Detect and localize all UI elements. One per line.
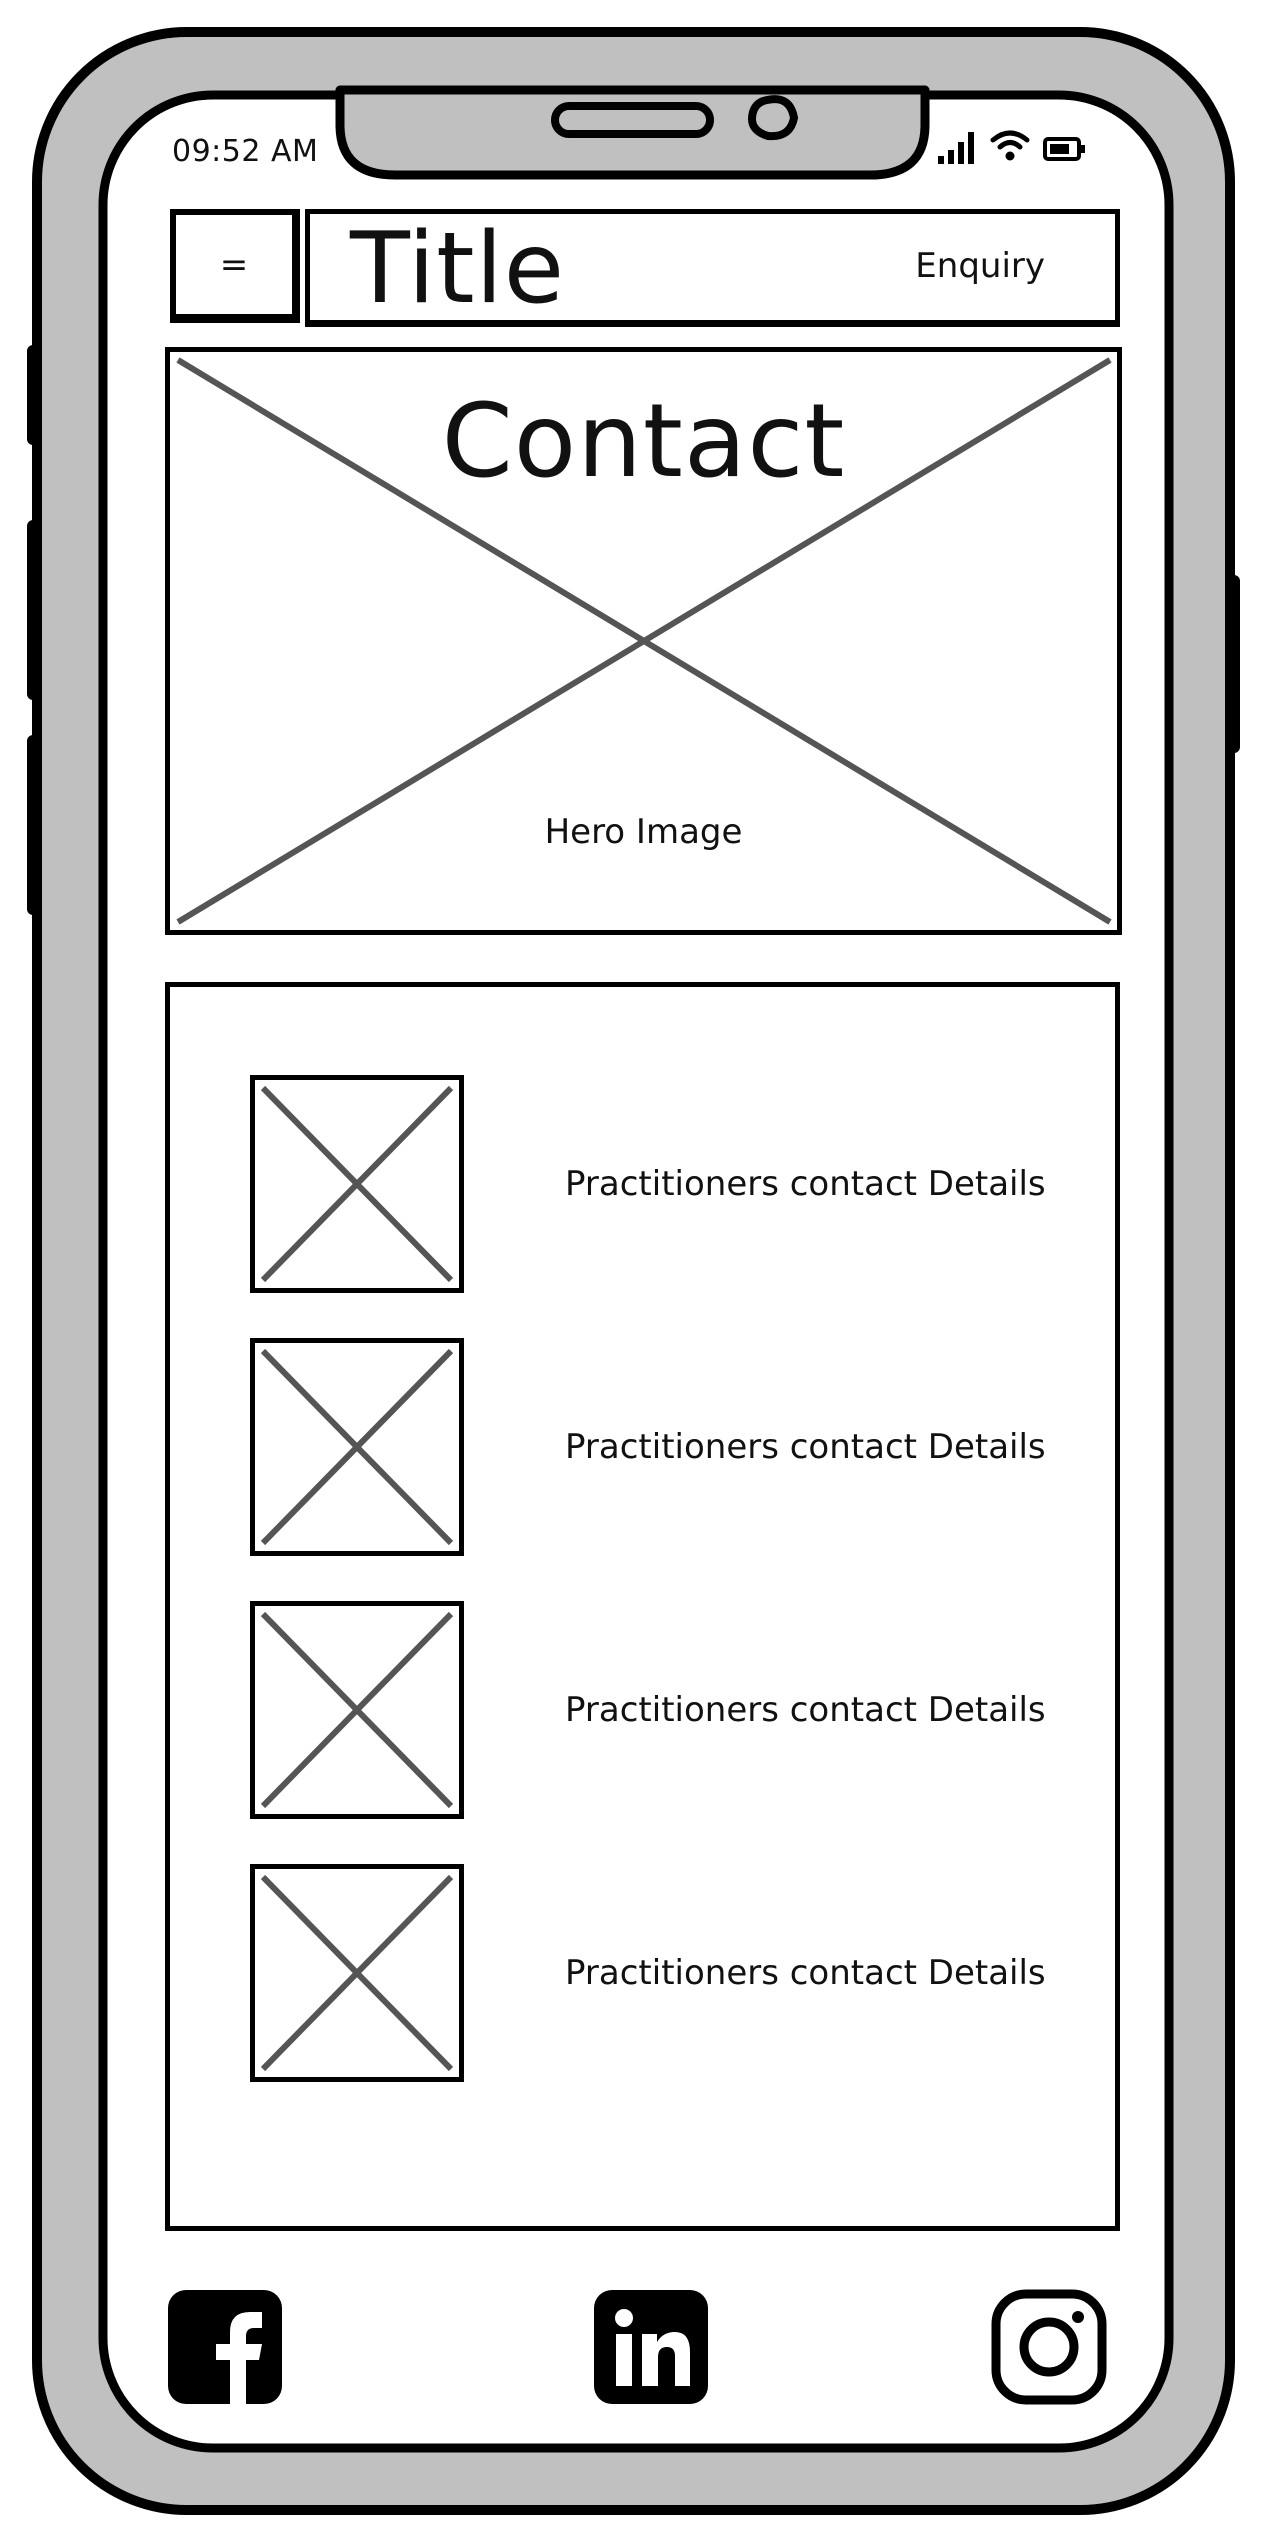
menu-icon: =: [219, 244, 249, 285]
image-placeholder-icon: [260, 1874, 454, 2072]
instagram-icon[interactable]: [990, 2288, 1108, 2406]
hero-image-placeholder-icon: [176, 357, 1112, 925]
practitioner-image: [250, 1601, 464, 1819]
list-item: Practitioners contact Details: [250, 1601, 1100, 1819]
hero-caption: Hero Image: [544, 812, 743, 852]
page-title: Title: [350, 212, 566, 326]
signal-icon: [938, 132, 974, 164]
hero-heading: Contact: [441, 382, 846, 501]
contact-details-text: Practitioners contact Details: [565, 1953, 1046, 1993]
contact-details-text: Practitioners contact Details: [565, 1164, 1046, 1204]
wifi-icon: [990, 130, 1030, 161]
image-placeholder-icon: [260, 1611, 454, 1809]
status-time: 09:52 AM: [172, 134, 319, 169]
practitioner-image: [250, 1075, 464, 1293]
practitioner-image: [250, 1338, 464, 1556]
list-item: Practitioners contact Details: [250, 1338, 1100, 1556]
list-item: Practitioners contact Details: [250, 1864, 1100, 2082]
contact-list: Practitioners contact Details Practition…: [165, 982, 1120, 2231]
hero-image: Contact Hero Image: [165, 347, 1122, 935]
contact-details-text: Practitioners contact Details: [565, 1690, 1046, 1730]
title-bar: Title Enquiry: [305, 209, 1120, 327]
list-item: Practitioners contact Details: [250, 1075, 1100, 1293]
image-placeholder-icon: [260, 1085, 454, 1283]
menu-button[interactable]: =: [170, 209, 300, 323]
battery-icon: [1043, 137, 1085, 161]
enquiry-link[interactable]: Enquiry: [915, 246, 1045, 286]
contact-details-text: Practitioners contact Details: [565, 1427, 1046, 1467]
practitioner-image: [250, 1864, 464, 2082]
linkedin-icon[interactable]: [592, 2288, 710, 2406]
image-placeholder-icon: [260, 1348, 454, 1546]
facebook-icon[interactable]: [166, 2288, 284, 2406]
